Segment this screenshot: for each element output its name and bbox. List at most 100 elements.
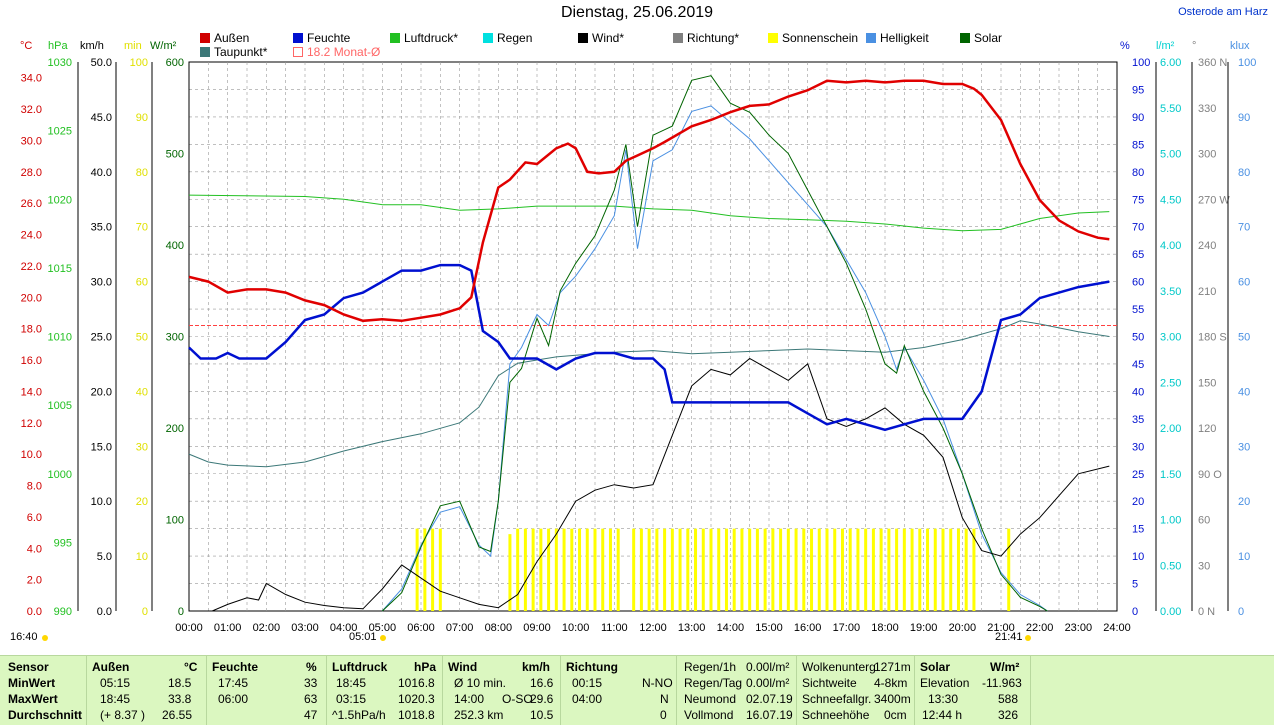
sunshine-bar	[694, 528, 698, 611]
axis-tick-label: 28.0	[21, 167, 42, 179]
axis-tick-label: 60	[1238, 277, 1250, 289]
legend-swatch	[200, 33, 210, 43]
axis-tick-label: 30	[1198, 560, 1210, 572]
axis-tick-label: 35.0	[91, 222, 112, 234]
sunshine-bar	[926, 528, 930, 611]
axis-tick-label: 60	[1132, 277, 1144, 289]
legend-swatch	[483, 33, 493, 43]
footer-wolken-l1: Sichtweite	[802, 676, 857, 690]
axis-tick-label: 1.50	[1160, 469, 1181, 481]
axis-tick-label: 2.0	[27, 575, 42, 587]
footer-regen-l3: Vollmond	[684, 708, 734, 722]
axis-tick-label: 20	[136, 496, 148, 508]
footer-regen-v2: 02.07.19	[746, 692, 793, 706]
legend-item-6: Sonnenschein	[768, 31, 858, 45]
footer-solar-l2: 12:44 h	[922, 708, 963, 722]
axis-tick-label: 32.0	[21, 104, 42, 116]
footer-regen-l2: Neumond	[684, 692, 737, 706]
axis-tick-label: 5	[1132, 579, 1138, 591]
sunshine-bar	[670, 528, 674, 611]
sunshine-bar	[949, 528, 953, 611]
unit-min: min	[124, 40, 142, 52]
sunshine-bar	[786, 528, 790, 611]
footer-feuchte-v0: 33	[304, 676, 318, 690]
footer-solar-l0: Elevation	[920, 676, 970, 690]
footer-wind-dir: O-SO	[502, 692, 533, 706]
footer-regen-v3: 16.07.19	[746, 708, 793, 722]
footer-solar-title: Solar	[920, 660, 951, 674]
unit-lm2: l/m²	[1156, 40, 1175, 52]
axis-tick-label: 150	[1198, 377, 1216, 389]
sunshine-bar	[817, 528, 821, 611]
footer-row-max: MaxWert	[8, 692, 58, 706]
axis-tick-label: 45.0	[91, 112, 112, 124]
legend-swatch	[293, 47, 303, 57]
sunshine-bar	[848, 528, 852, 611]
axis-tick-label: 10	[1238, 551, 1250, 563]
axis-tick-label: 90	[1132, 112, 1144, 124]
footer-feuchte-t1: 06:00	[218, 692, 249, 706]
sunshine-bar	[431, 528, 435, 611]
footer-richtung-t0: 00:15	[572, 676, 603, 690]
x-tick-label: 03:00	[291, 622, 319, 634]
sunshine-bar	[717, 528, 721, 611]
axis-tick-label: 0.50	[1160, 560, 1181, 572]
axis-tick-label: 4.50	[1160, 194, 1181, 206]
sunshine-bar	[547, 528, 551, 611]
sun-left-time: 16:40	[10, 631, 38, 643]
axis-tick-label: 180 S	[1198, 332, 1227, 344]
unit-wm2: W/m²	[150, 40, 177, 52]
axis-tick-label: 30	[1238, 441, 1250, 453]
sunshine-bar	[632, 528, 636, 611]
axis-tick-label: 40.0	[91, 167, 112, 179]
sunshine-bar	[578, 528, 582, 611]
sunshine-bar	[856, 528, 860, 611]
axis-tick-label: 90 O	[1198, 469, 1222, 481]
axis-tick-label: 40	[1132, 386, 1144, 398]
unit-hpa: hPa	[48, 40, 68, 52]
footer-wind-t1: 14:00	[454, 692, 485, 706]
axis-tick-label: 22.0	[21, 261, 42, 273]
footer-feuchte-v2: 47	[304, 708, 318, 722]
sunshine-bar	[802, 528, 806, 611]
footer-wolken-v2: 3400m	[874, 692, 911, 706]
footer-luftdruck-v2: 1018.8	[398, 708, 435, 722]
axis-tick-label: 500	[166, 149, 184, 161]
x-tick-label: 11:00	[601, 622, 628, 634]
x-tick-label: 08:00	[485, 622, 513, 634]
x-tick-label: 22:00	[1026, 622, 1054, 634]
sunset-time: 21:41	[995, 631, 1023, 643]
footer-luftdruck-title: Luftdruck	[332, 660, 388, 674]
footer-richtung-title: Richtung	[566, 660, 618, 674]
x-tick-label: 00:00	[175, 622, 203, 634]
axis-tick-label: 3.00	[1160, 332, 1181, 344]
footer-luftdruck-v1: 1020.3	[398, 692, 435, 706]
axis-tick-label: 85	[1132, 139, 1144, 151]
axis-tick-label: 0.0	[97, 606, 112, 618]
axis-tick-label: 12.0	[21, 418, 42, 430]
axis-tick-label: 8.0	[27, 481, 42, 493]
axis-tick-label: 65	[1132, 249, 1144, 261]
sunshine-bar	[895, 528, 899, 611]
axis-tick-label: 5.0	[97, 551, 112, 563]
footer-luftdruck-t2: ^1.5hPa/h	[332, 708, 386, 722]
series-line-wind	[189, 357, 1110, 612]
axis-tick-label: 0 N	[1198, 606, 1215, 618]
axis-tick-label: 1005	[48, 400, 72, 412]
footer-solar-v2: 326	[998, 708, 1019, 722]
sunshine-bar	[964, 528, 968, 611]
x-tick-label: 01:00	[214, 622, 242, 634]
axis-tick-label: 0	[142, 606, 148, 618]
x-tick-label: 17:00	[833, 622, 861, 634]
axis-tick-label: 600	[166, 57, 184, 69]
sunshine-bar	[887, 528, 891, 611]
sunshine-bar	[840, 528, 844, 611]
sunshine-bar	[732, 528, 736, 611]
sunshine-bar	[941, 528, 945, 611]
legend-item-1: Feuchte	[293, 31, 350, 45]
unit-kmh: km/h	[80, 40, 104, 52]
footer-aussen-t2: (+ 8.37 )	[100, 708, 146, 722]
footer-richtung-v2: 0	[660, 708, 667, 722]
footer-wind-v0: 16.6	[530, 676, 554, 690]
footer-aussen-v2: 26.55	[162, 708, 193, 722]
